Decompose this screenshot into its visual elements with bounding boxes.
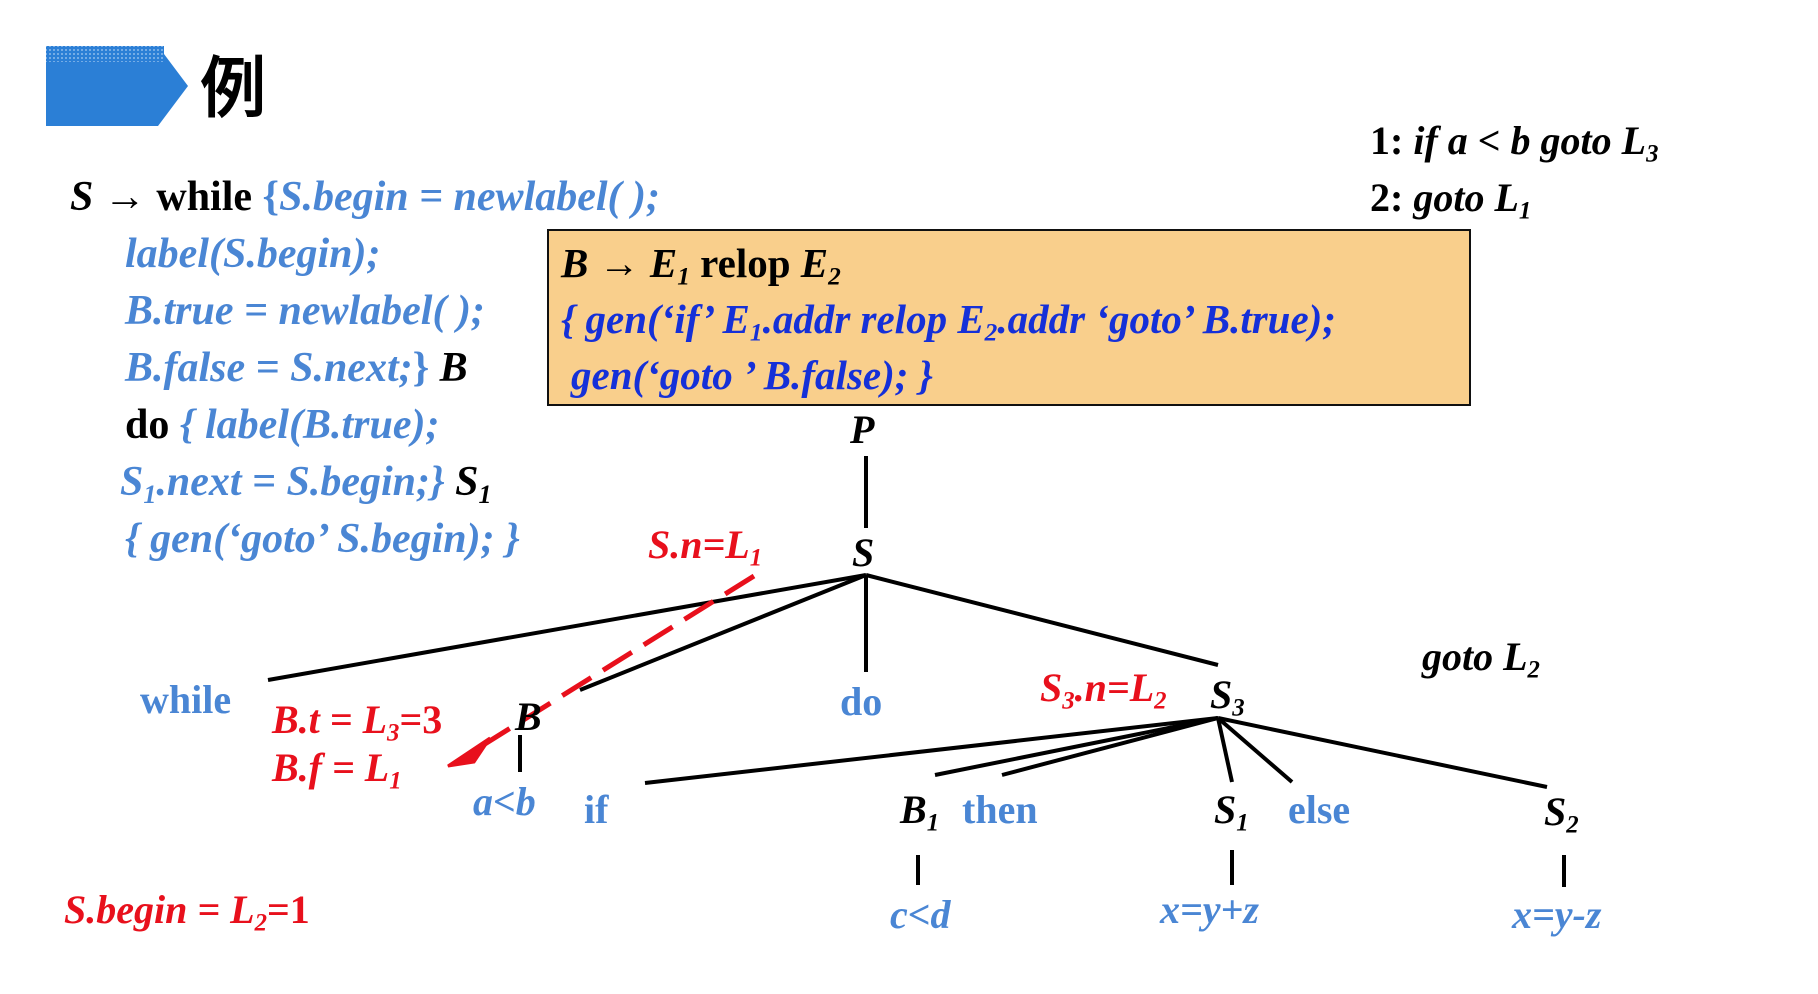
node-a-lt-b: a<b [473, 779, 536, 824]
node-c-lt-d: c<d [890, 892, 951, 937]
node-b: B [515, 694, 542, 739]
node-b1: B1 [900, 787, 940, 837]
node-then: then [962, 787, 1038, 832]
edge-s-while [267, 573, 867, 682]
node-s2: S2 [1544, 789, 1579, 839]
page-title: 例 [200, 50, 266, 127]
relop-production: B → E1 relop E2 [561, 240, 841, 291]
code-line-2: 2: goto L1 [1370, 175, 1532, 225]
edge-s3-s1 [1216, 717, 1234, 783]
rule-line-7: { gen(‘goto’ S.begin); } [125, 516, 520, 562]
node-s1: S1 [1214, 787, 1249, 837]
relop-rule-box: B → E1 relop E2 { gen(‘if’ E1.addr relop… [547, 229, 1471, 406]
edge-s3-else [1216, 716, 1294, 784]
annotation-b-true: B.t = L3=3 [272, 697, 443, 747]
node-do: do [840, 679, 883, 724]
annotation-s3-next: S3.n=L2 [1040, 665, 1167, 715]
rule-line-5: do { label(B.true); [125, 402, 440, 448]
edge-s3-s2 [1217, 716, 1548, 789]
rule-line-3: B.true = newlabel( ); [125, 288, 485, 334]
relop-action-line-1: { gen(‘if’ E1.addr relop E2.addr ‘goto’ … [561, 296, 1336, 347]
node-assign-plus: x=y+z [1160, 887, 1259, 932]
rule-line-6: S1.next = S.begin;} S1 [120, 459, 492, 509]
node-else: else [1288, 787, 1351, 832]
rule-line-4: B.false = S.next;} B [125, 345, 468, 391]
edge-s3-b1 [934, 716, 1219, 777]
inherit-arrow [470, 573, 756, 755]
node-if: if [584, 787, 609, 832]
rule-line-1: S → while {S.begin = newlabel( ); [70, 174, 661, 220]
inherit-arrow-head [447, 736, 492, 768]
annotation-s-next: S.n=L1 [648, 522, 763, 572]
node-s: S [852, 530, 875, 575]
code-line-1: 1: if a < b goto L3 [1370, 118, 1659, 168]
annotation-s-begin: S.begin = L2=1 [64, 887, 310, 937]
relop-action-line-2: gen(‘goto ’ B.false); } [571, 352, 933, 398]
edge-s3-then [1001, 716, 1219, 777]
node-assign-minus: x=y-z [1512, 892, 1602, 937]
edge-s-s3 [865, 573, 1219, 667]
rule-line-2: label(S.begin); [125, 231, 381, 277]
edge-s-b [579, 573, 867, 692]
code-line-3: goto L2 [1422, 634, 1540, 684]
node-p: P [850, 407, 875, 452]
edge-s3-if [644, 716, 1219, 785]
annotation-b-false: B.f = L1 [272, 745, 402, 795]
node-s3: S3 [1210, 672, 1245, 722]
node-while: while [140, 677, 232, 722]
